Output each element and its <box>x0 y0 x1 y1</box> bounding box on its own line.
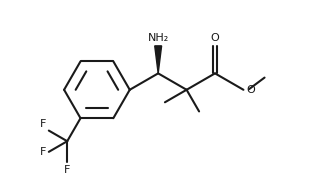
Text: O: O <box>211 33 219 43</box>
Polygon shape <box>155 46 162 73</box>
Text: F: F <box>40 147 46 157</box>
Text: NH₂: NH₂ <box>147 33 169 43</box>
Text: O: O <box>246 85 255 95</box>
Text: F: F <box>40 119 46 129</box>
Text: F: F <box>64 165 71 175</box>
